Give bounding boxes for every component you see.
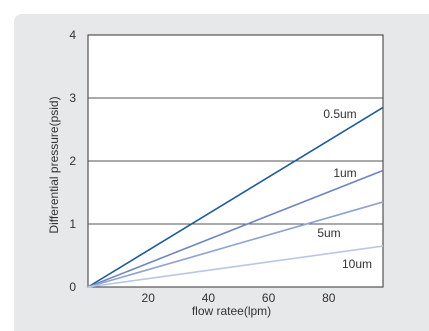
y-axis-label: Differential pressure(psid): [47, 96, 61, 233]
series-lines: [87, 106, 384, 288]
grid-lines: [88, 97, 383, 225]
x-tick-label: 20: [142, 291, 156, 305]
series-label: 10um: [342, 257, 372, 271]
series-labels: 0.5um 1um 5um 10um: [317, 107, 372, 271]
series-label: 5um: [317, 226, 340, 240]
y-tick-label: 2: [69, 154, 76, 168]
series-line-5um: [87, 201, 384, 288]
series-line-0.5um: [87, 106, 384, 288]
x-tick-label: 60: [262, 291, 276, 305]
y-tick-label: 1: [69, 217, 76, 231]
x-tick-label: 80: [322, 291, 336, 305]
x-axis-ticks: 20 40 60 80: [142, 291, 336, 305]
y-tick-label: 4: [69, 28, 76, 42]
series-line-1um: [87, 169, 384, 288]
y-axis-ticks: 0 1 2 3 4: [69, 28, 76, 294]
y-tick-label: 3: [69, 91, 76, 105]
series-label: 1um: [333, 166, 356, 180]
y-tick-label: 0: [69, 280, 76, 294]
x-axis-label: flow ratee(lpm): [192, 304, 271, 318]
series-label: 0.5um: [323, 107, 356, 121]
x-tick-label: 40: [202, 291, 216, 305]
series-line-10um: [87, 245, 384, 288]
